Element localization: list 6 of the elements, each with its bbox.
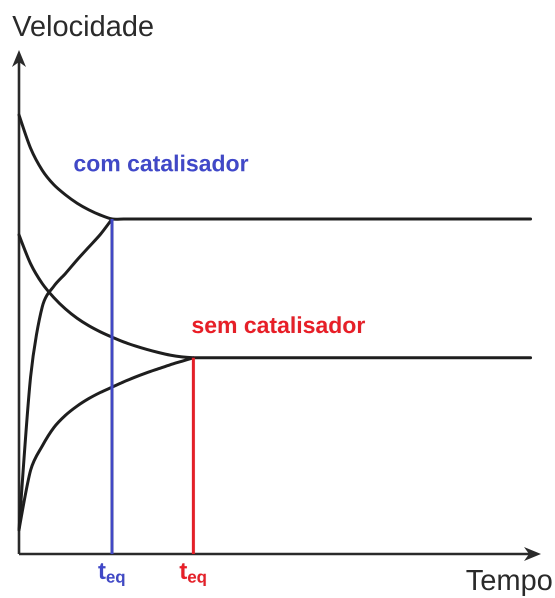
text: com catalisador bbox=[74, 154, 248, 172]
series-label: sem catalisador bbox=[192, 316, 365, 334]
x-tick-label: t$_{eq}$ bbox=[180, 563, 206, 586]
y-axis-title: Velocidade bbox=[12, 14, 153, 36]
x-axis-title: Tempo bbox=[466, 570, 552, 596]
x-tick-label: t$_{eq}$ bbox=[98, 563, 124, 586]
